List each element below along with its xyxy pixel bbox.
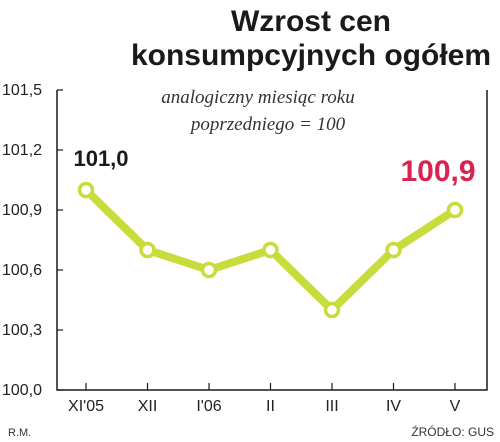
data-point (385, 241, 402, 259)
chart-subtitle-line1: analogiczny miesiąc roku (161, 87, 354, 108)
y-tick-label: 100,6 (2, 262, 42, 279)
x-tick-label: II (266, 398, 275, 415)
y-tick-label: 100,9 (2, 202, 42, 219)
data-point (200, 261, 218, 279)
x-tick-label: IV (386, 398, 401, 415)
author-initials: R.M. (8, 427, 31, 439)
y-tick-label: 100,3 (2, 322, 42, 339)
chart-title-line1: Wzrost cen (231, 5, 391, 38)
x-tick-label: XII (138, 398, 158, 415)
data-point (77, 181, 95, 199)
data-point (262, 241, 279, 259)
data-point (323, 301, 341, 319)
x-tick-label: V (450, 398, 461, 415)
x-tick-label: III (325, 398, 338, 415)
x-tick-label: XI'05 (68, 398, 104, 415)
series-markers (77, 181, 464, 319)
x-axis-ticks: XI'05 XII I'06 II III IV V (68, 383, 461, 415)
plot-frame (56, 90, 488, 391)
y-axis-ticks: 100,0 100,3 100,6 100,9 101,2 101,5 (2, 82, 63, 399)
data-label-last: 100,9 (400, 155, 475, 188)
x-tick-label: I'06 (196, 398, 221, 415)
chart-title-line2: konsumpcyjnych ogółem (131, 39, 491, 72)
y-tick-label: 101,5 (2, 82, 42, 99)
source-note: ŹRÓDŁO: GUS (411, 424, 494, 439)
data-label-first: 101,0 (73, 146, 128, 171)
data-point (446, 201, 464, 219)
chart-subtitle-line2: poprzedniego = 100 (189, 114, 346, 135)
y-tick-label: 101,2 (2, 142, 42, 159)
data-point (139, 241, 156, 259)
y-tick-label: 100,0 (2, 382, 42, 399)
